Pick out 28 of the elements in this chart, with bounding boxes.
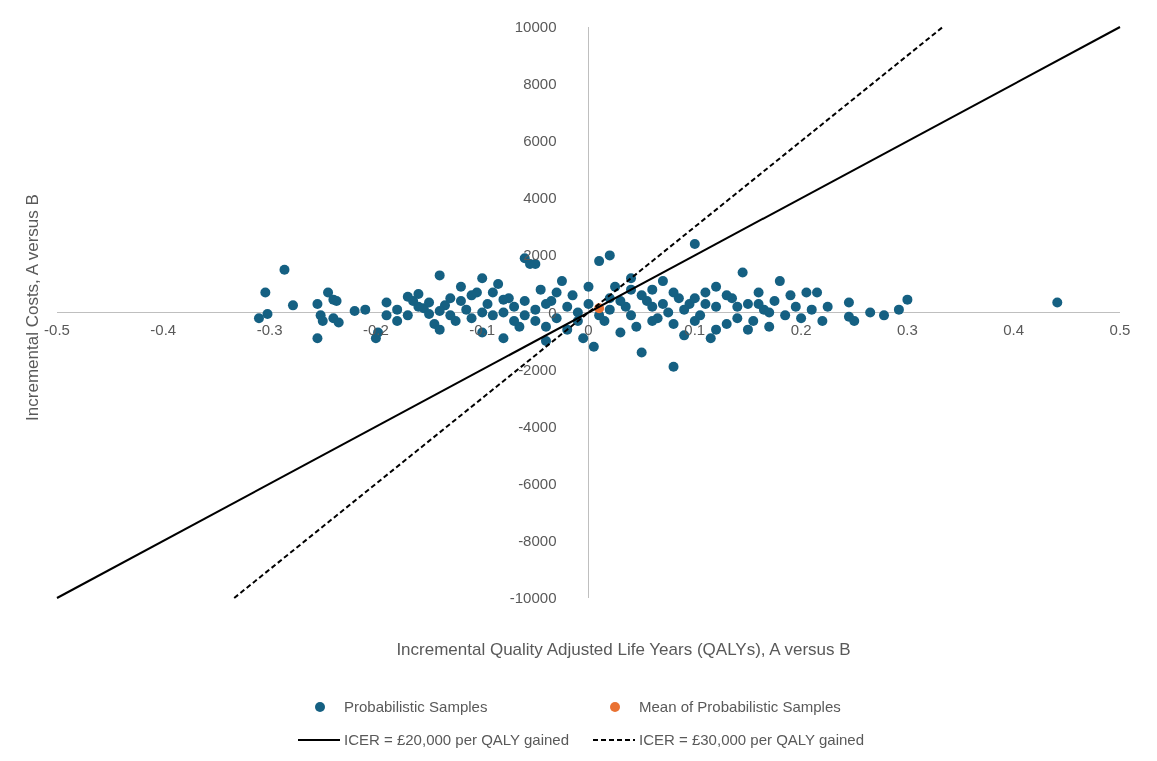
x-tick-label: 0 <box>584 320 593 338</box>
x-tick-label: -0.1 <box>469 320 496 338</box>
legend-label: Probabilistic Samples <box>344 698 488 715</box>
x-tick-label: 0.5 <box>1109 320 1131 338</box>
y-tick-label: 2000 <box>523 246 557 264</box>
y-tick-label: 6000 <box>523 132 557 150</box>
y-tick-label: 0 <box>548 303 557 321</box>
y-tick-label: 4000 <box>523 189 557 207</box>
x-tick-label: 0.4 <box>1003 320 1025 338</box>
x-tick-label: -0.5 <box>44 320 70 338</box>
x-tick-label: -0.4 <box>150 320 177 338</box>
x-axis-title: Incremental Quality Adjusted Life Years (QALYs), A versus B <box>396 640 851 659</box>
x-tick-label: -0.2 <box>362 320 389 338</box>
y-tick-label: 10000 <box>514 18 557 35</box>
legend-label: ICER = £20,000 per QALY gained <box>344 731 570 748</box>
y-tick-label: -4000 <box>518 417 557 435</box>
x-tick-label: 0.2 <box>790 320 812 338</box>
y-axis-title: Incremental Costs, A versus B <box>23 194 42 421</box>
y-tick-label: -8000 <box>518 531 557 549</box>
y-tick-label: 8000 <box>523 75 557 93</box>
x-tick-label: 0.3 <box>896 320 918 338</box>
legend-label: Mean of Probabilistic Samples <box>639 698 841 715</box>
y-tick-label: -10000 <box>509 589 557 606</box>
y-tick-label: -6000 <box>518 474 557 492</box>
y-tick-label: -2000 <box>518 360 557 378</box>
legend-label: ICER = £30,000 per QALY gained <box>639 731 865 748</box>
x-tick-label: -0.3 <box>256 320 283 338</box>
x-tick-label: 0.1 <box>684 320 706 338</box>
